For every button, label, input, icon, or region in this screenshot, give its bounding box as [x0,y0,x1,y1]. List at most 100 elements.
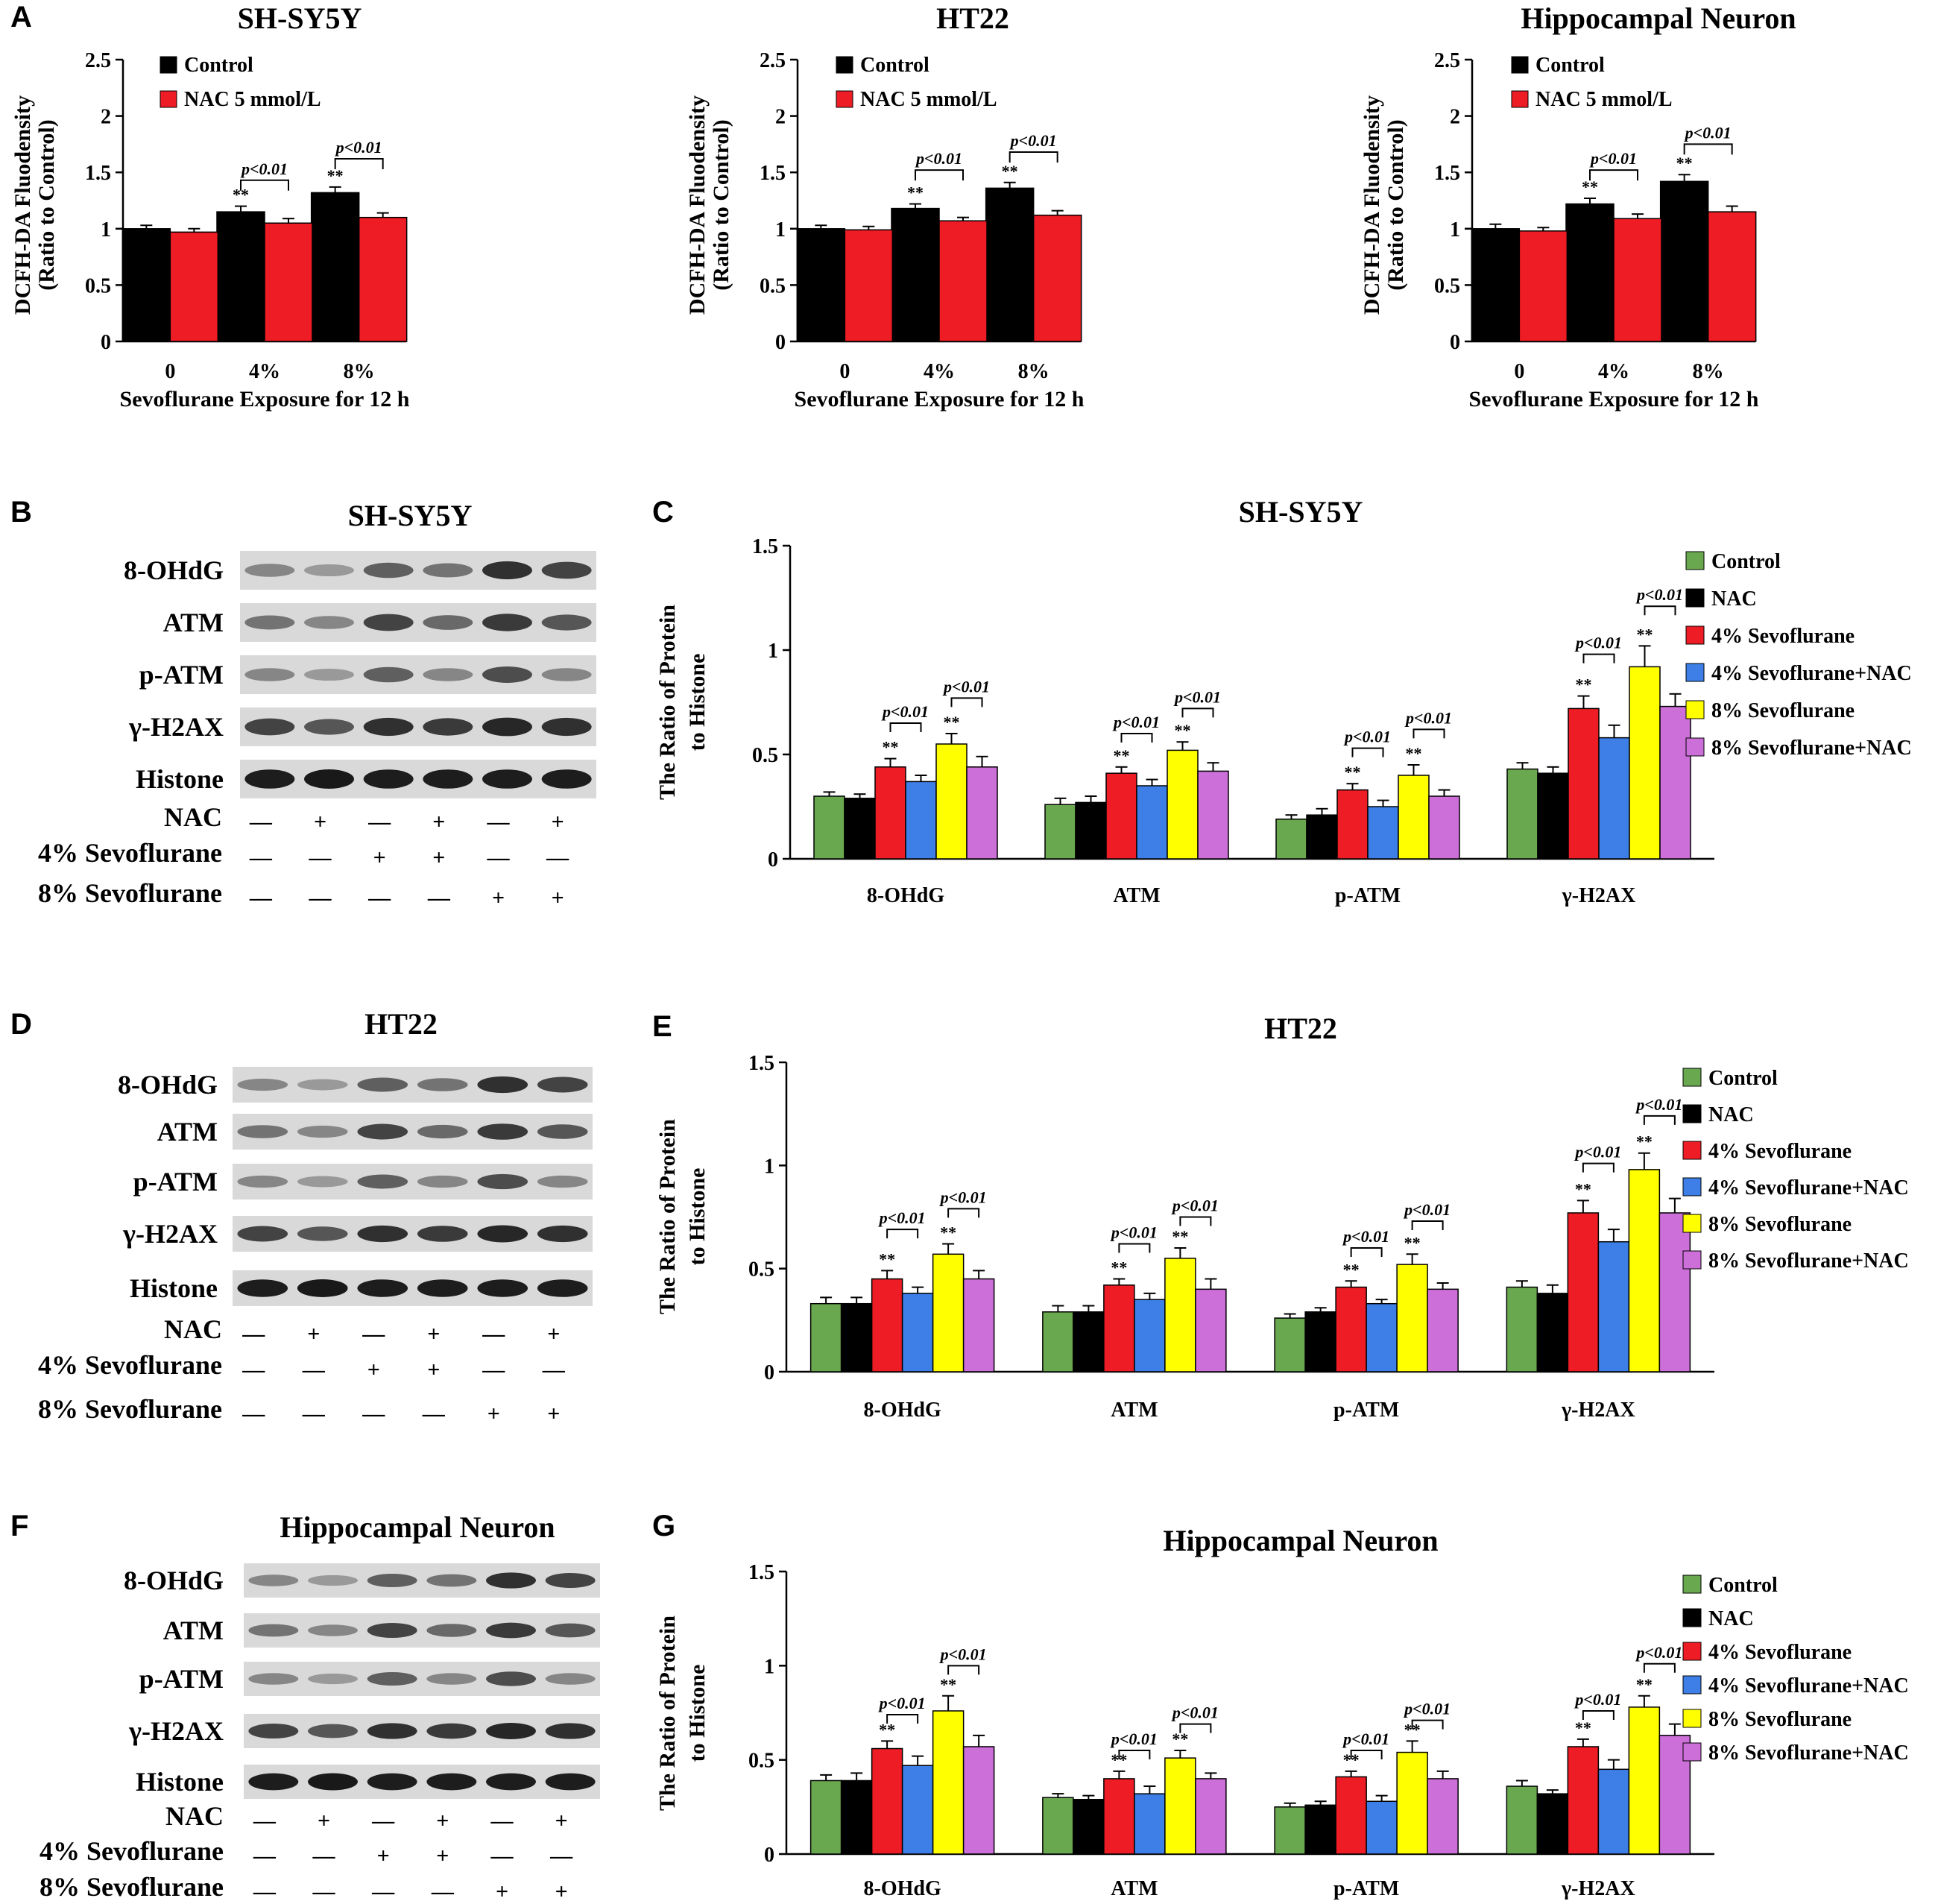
x-tick-label: ATM [1111,1399,1158,1422]
legend-label: 8% Sevoflurane [1708,1213,1852,1236]
significance-bracket [947,1665,980,1675]
bar-4-sevoflurane [1567,1212,1600,1372]
blot-strip [240,707,596,746]
blot-band [545,1623,596,1638]
bar-4-sevoflurane [1335,1286,1367,1372]
p-value-label: p<0.01 [1574,1690,1621,1709]
blot-band [297,1279,348,1297]
blot-band [417,1078,468,1091]
y-tick-label: 2.5 [1434,49,1460,72]
treatment-sign: — [302,1358,326,1382]
x-tick-label: 8-OHdG [864,1877,941,1900]
bar-nac [1536,1793,1569,1855]
treatment-label: 8% Sevoflurane [38,1394,222,1424]
treatment-sign: + [432,845,445,870]
bar-8-sevoflurane [1628,1169,1661,1372]
legend-swatch [1682,1141,1702,1160]
legend-label: Control [1535,54,1605,77]
significance-bracket [1411,1719,1444,1730]
blot-band [477,1173,528,1190]
bar-4-sevoflurane-nac [1598,737,1630,860]
p-value-label: p<0.01 [240,160,288,178]
blot-band [537,1225,588,1243]
y-tick-label: 0.5 [748,1258,774,1282]
blot-row-label: γ-H2AX [128,1716,224,1746]
significance-bracket [1350,1750,1383,1760]
y-tick-label: 0 [775,331,786,354]
blot-strip [244,1613,600,1648]
treatment-sign: — [490,1809,514,1833]
blot-band [297,1125,348,1138]
blot-band [426,1773,477,1791]
treatment-sign: + [555,1879,568,1904]
blot-band [304,564,354,577]
treatment-sign: — [371,1879,395,1904]
bar-8-sevoflurane [1396,1264,1428,1372]
bar-control [1506,1286,1538,1372]
significance-bracket [1120,733,1153,743]
y-tick-label: 2.5 [85,49,111,72]
blot-row-label: ATM [163,608,224,637]
treatment-sign: + [373,845,386,870]
chart-title: HT22 [1264,1012,1337,1045]
treatment-sign: — [309,845,332,870]
significance-bracket [1582,653,1615,663]
significance-stars: ** [1406,744,1422,763]
blot-strip [233,1067,593,1103]
blot-band [541,561,592,579]
p-value-label: p<0.01 [1635,1095,1682,1114]
p-value-label: p<0.01 [878,1694,926,1712]
bar-8-sevoflurane-nac [962,1278,995,1372]
x-tick-label: 4% [249,360,280,383]
bar-control [985,187,1035,342]
chart-2: 0 0.5 1 1.5 2 2.5 Hippocampal Neuron DCFH-DA Fl… [1360,1,1796,412]
bar-4-sevoflurane [1336,789,1369,860]
bar-8-sevoflurane [1396,1751,1428,1855]
treatment-sign: + [487,1402,500,1426]
x-tick-label: 0 [1514,360,1524,383]
legend-swatch [1682,1642,1702,1661]
p-value-label: p<0.01 [1574,634,1622,652]
blot-band [237,1226,288,1242]
treatment-sign: + [432,810,445,834]
bar-8-sevoflurane [935,743,968,860]
x-tick-label: γ-H2AX [1562,884,1636,907]
blot-band [541,769,592,789]
treatment-sign: — [249,845,273,870]
x-tick-label: p-ATM [1335,884,1401,907]
bar-8-sevoflurane [1164,1258,1196,1372]
blot-band [477,1279,528,1297]
significance-bracket [1582,1709,1615,1720]
significance-stars: ** [1111,1750,1127,1769]
bar-4-sevoflurane-nac [1367,806,1399,860]
blot-band [482,561,532,580]
blot-row-label: p-ATM [139,1664,224,1694]
blot-band [545,1773,596,1791]
significance-stars: ** [1636,1675,1653,1694]
treatment-sign: — [242,1358,265,1382]
chart-title: SH-SY5Y [238,1,362,35]
blot-band [363,769,414,789]
blot-strip [244,1662,600,1696]
treatment-sign: — [242,1322,265,1346]
treatment-sign: — [253,1879,277,1904]
bar-4-sevoflurane [1568,707,1600,860]
significance-stars: ** [1637,625,1653,643]
blot-band [237,1125,288,1138]
blot-band [537,1076,588,1093]
blot-band [545,1673,596,1685]
bar-8-sevoflurane [1628,1706,1661,1855]
significance-bracket [1351,747,1384,757]
blot-band [304,719,354,735]
blot-band [304,769,354,789]
bar-8-sevoflurane-nac [1197,770,1229,860]
treatment-sign: + [307,1322,320,1346]
blot-band [426,1574,477,1587]
blot-band [308,1773,358,1791]
blot-strip [240,551,596,590]
bar-nac [1306,814,1338,860]
blot-band [308,1624,358,1636]
y-axis-title: The Ratio of Protein [655,605,680,800]
legend-swatch [836,90,853,108]
blot-strip [240,760,596,798]
